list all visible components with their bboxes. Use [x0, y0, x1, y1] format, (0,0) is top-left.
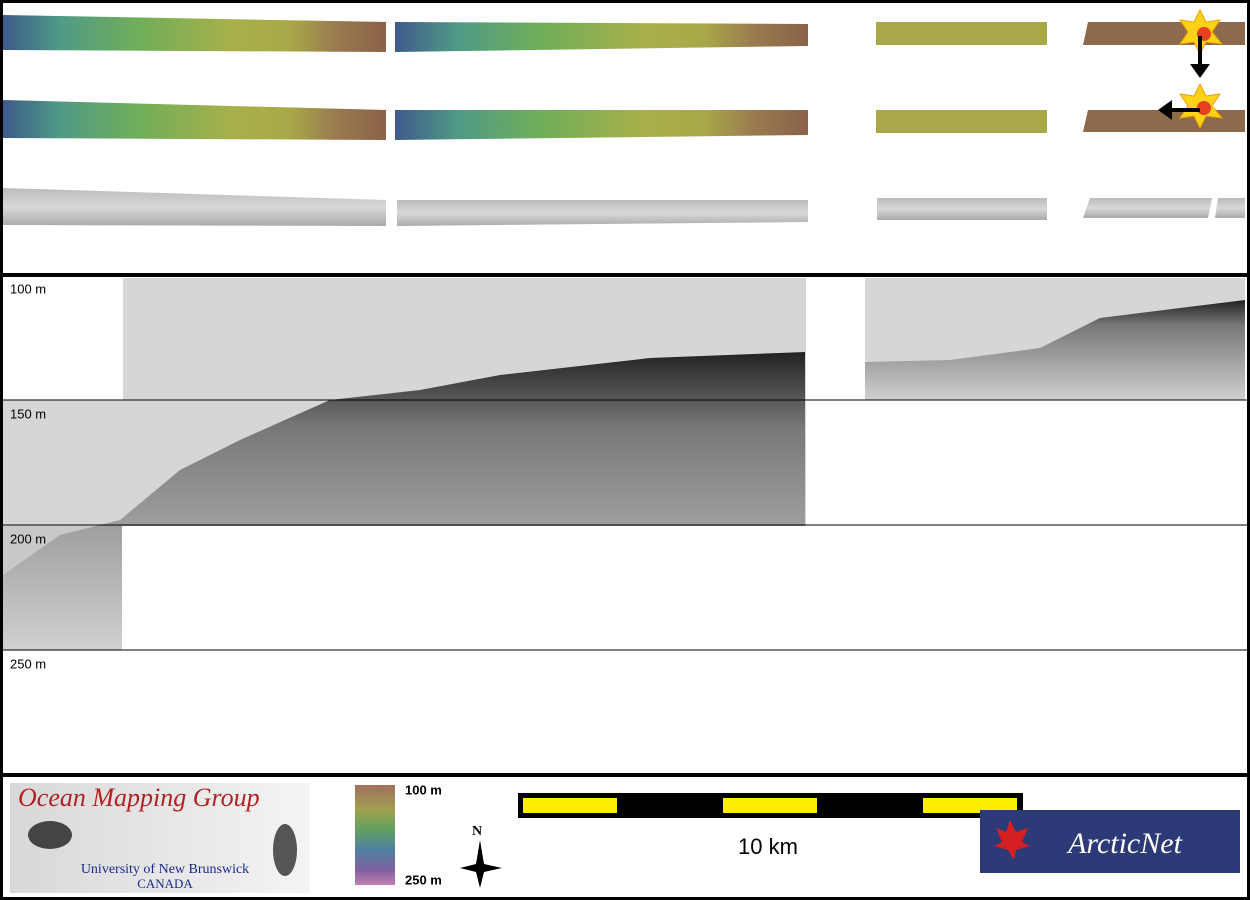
logo-country: CANADA: [137, 876, 193, 891]
color-bar-label: 100 m: [405, 782, 442, 797]
depth-label: 250 m: [10, 656, 46, 671]
depth-label: 100 m: [10, 281, 46, 296]
arcticnet-logo: ArcticNet: [980, 810, 1240, 873]
north-arrow: N: [460, 824, 502, 888]
strip: [876, 22, 1047, 45]
seafloor: [3, 352, 805, 650]
north-label: N: [472, 824, 482, 839]
depth-label: 150 m: [10, 406, 46, 421]
ocean-mapping-logo: Ocean Mapping Group University of New Br…: [10, 783, 310, 893]
strip: [1083, 198, 1212, 218]
profile: 100 m 150 m 200 m 250 m: [0, 278, 1250, 671]
depth-label: 200 m: [10, 531, 46, 546]
strip: [1215, 198, 1245, 218]
scale-bar: 10 km: [518, 793, 1023, 859]
arrow-head: [1190, 64, 1210, 78]
logo-figure: [28, 821, 72, 849]
strip: [1083, 22, 1245, 45]
scale-label: 10 km: [738, 834, 798, 859]
strip: [3, 100, 386, 140]
scale-segment: [523, 798, 617, 813]
strip: [3, 188, 386, 226]
strip: [395, 110, 808, 140]
compass: [460, 840, 502, 888]
strip: [395, 22, 808, 52]
direction-icons: [1158, 8, 1224, 130]
scale-segment: [723, 798, 817, 813]
color-bar-label: 250 m: [405, 872, 442, 887]
color-bar: [355, 785, 395, 885]
echogram: [3, 400, 123, 526]
logo-title: Ocean Mapping Group: [18, 783, 260, 812]
arrow-head: [1158, 100, 1172, 120]
strip: [397, 200, 808, 226]
swath-strips: [3, 15, 1245, 226]
strip: [877, 198, 1047, 220]
strip: [876, 110, 1047, 133]
maple-leaf: [994, 820, 1030, 860]
sun-core: [1197, 101, 1211, 115]
logo-box: [980, 810, 1240, 873]
seafloor: [865, 300, 1245, 400]
strip: [3, 15, 386, 52]
logo-figure: [273, 824, 297, 876]
scale-segment: [923, 798, 1017, 813]
logo-title: ArcticNet: [1066, 827, 1183, 860]
logo-university: University of New Brunswick: [81, 862, 249, 877]
